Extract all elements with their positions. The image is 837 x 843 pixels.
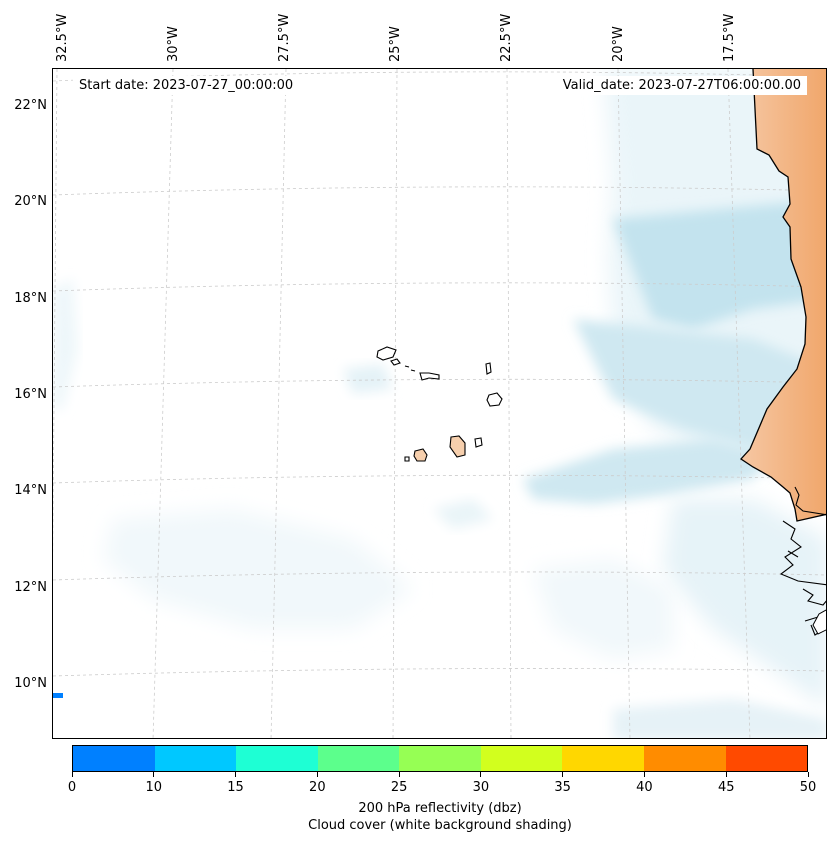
colorbar-segment-6: [562, 746, 644, 771]
colorbar-segment-4: [399, 746, 481, 771]
lon-label-17-5w: 17.5°W: [722, 13, 737, 62]
colorbar-tick-mark: [153, 772, 155, 777]
lat-label-20n: 20°N: [14, 194, 47, 209]
lat-label-16n: 16°N: [14, 387, 47, 402]
colorbar-segment-3: [317, 746, 400, 771]
colorbar-tick-label: 10: [145, 780, 163, 795]
lon-label-25w: 25°W: [388, 26, 403, 62]
colorbar-tick-label: 45: [717, 780, 735, 795]
colorbar: [72, 745, 808, 772]
colorbar-tick-label: 30: [472, 780, 490, 795]
cape-verde-islands: [376, 346, 503, 462]
colorbar-tick-mark: [725, 772, 727, 777]
graticule: [53, 69, 826, 738]
lon-label-22-5w: 22.5°W: [499, 13, 514, 62]
lat-label-10n: 10°N: [14, 676, 47, 691]
colorbar-tick-label: 15: [227, 780, 244, 795]
lat-label-12n: 12°N: [14, 580, 47, 595]
colorbar-tick-label: 25: [390, 780, 408, 795]
colorbar-tick-mark: [71, 772, 73, 777]
colorbar-segment-7: [643, 746, 726, 771]
lon-label-27-5w: 27.5°W: [277, 13, 292, 62]
africa-coastline: [740, 69, 826, 636]
map-canvas: [53, 69, 826, 738]
valid-date-label: Valid_date: 2023-07-27T06:00:00.00: [556, 76, 807, 95]
colorbar-tick-mark: [643, 772, 645, 777]
colorbar-segment-2: [236, 746, 318, 771]
lat-label-18n: 18°N: [14, 291, 47, 306]
lat-label-22n: 22°N: [14, 98, 47, 113]
cloud-cover-shading: [53, 69, 826, 738]
colorbar-tick-label: 0: [67, 780, 77, 795]
colorbar-tick-mark: [398, 772, 400, 777]
lon-label-32-5w: 32.5°W: [55, 13, 70, 62]
reflectivity-patch: [53, 693, 63, 698]
map-panel[interactable]: [52, 68, 827, 739]
colorbar-tick-label: 20: [309, 780, 326, 795]
lon-label-20w: 20°W: [611, 26, 626, 62]
colorbar-segment-8: [725, 746, 808, 771]
colorbar-label: 200 hPa reflectivity (dbz): [358, 801, 522, 816]
colorbar-tick-label: 40: [636, 780, 653, 795]
colorbar-tick-mark: [562, 772, 564, 777]
colorbar-segment-0: [73, 746, 155, 771]
colorbar-segment-5: [480, 746, 563, 771]
colorbar-tick-label: 35: [554, 780, 571, 795]
start-date-label: Start date: 2023-07-27_00:00:00: [73, 76, 300, 95]
colorbar-tick-mark: [235, 772, 237, 777]
colorbar-tick-mark: [316, 772, 318, 777]
colorbar-tick-mark: [480, 772, 482, 777]
colorbar-tick-label: 50: [799, 780, 817, 795]
lon-label-30w: 30°W: [166, 26, 181, 62]
colorbar-tick-mark: [807, 772, 809, 777]
colorbar-sublabel: Cloud cover (white background shading): [308, 818, 572, 833]
colorbar-segment-1: [154, 746, 237, 771]
lat-label-14n: 14°N: [14, 483, 47, 498]
